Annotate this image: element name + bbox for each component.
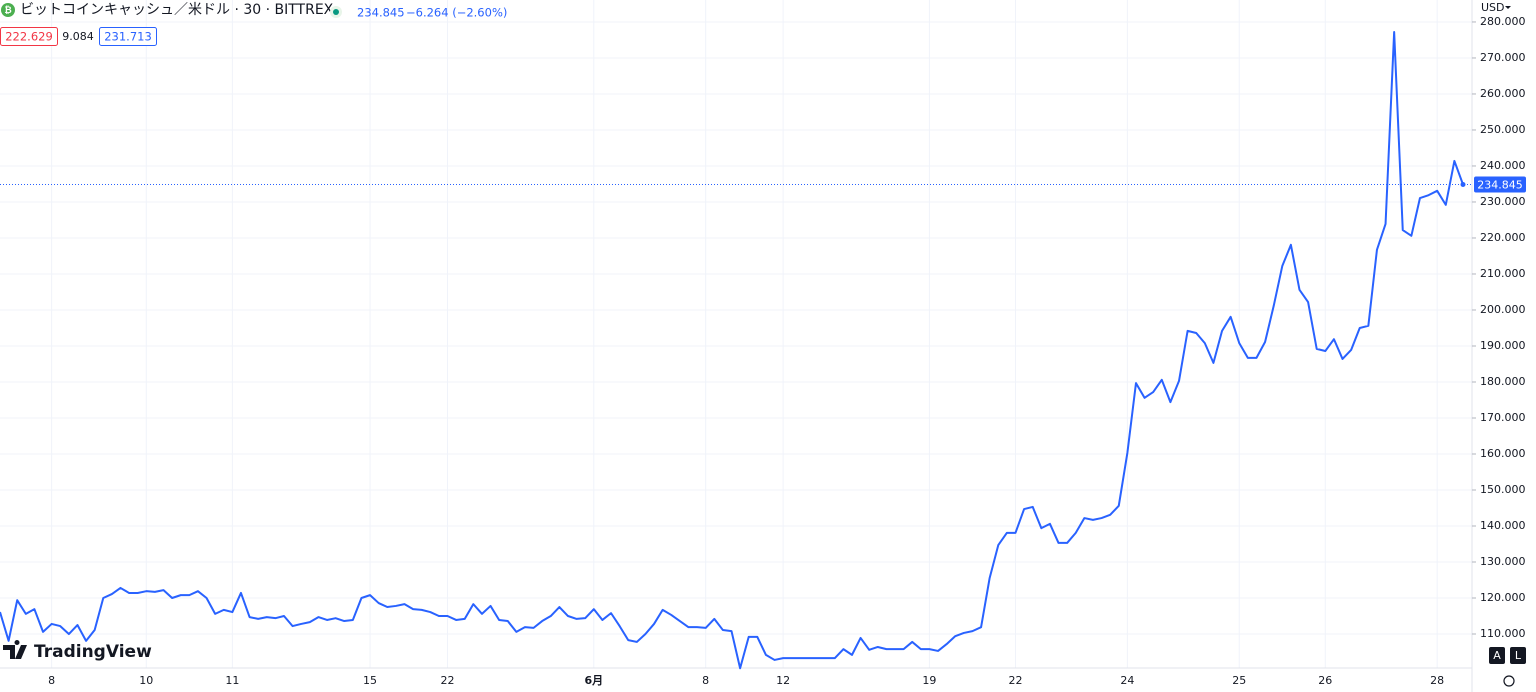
currency-caret bbox=[1505, 6, 1511, 9]
y-tick-label: 250.000 bbox=[1480, 123, 1526, 136]
indicator-value: 9.084 bbox=[62, 30, 94, 43]
price-line bbox=[0, 31, 1464, 670]
y-tick-label: 200.000 bbox=[1480, 303, 1526, 316]
brand-name[interactable]: TradingView bbox=[34, 642, 152, 662]
y-tick-label: 270.000 bbox=[1480, 51, 1526, 64]
last-price: 234.845 bbox=[357, 6, 405, 20]
x-tick-label: 22 bbox=[1008, 674, 1022, 687]
x-tick-label: 15 bbox=[363, 674, 377, 687]
grid bbox=[0, 0, 1472, 668]
y-tick-label: 280.000 bbox=[1480, 15, 1526, 28]
indicator-value: 231.713 bbox=[104, 30, 152, 44]
price-change: −6.264 (−2.60%) bbox=[406, 6, 507, 20]
symbol-icon-glyph: ₿ bbox=[4, 5, 11, 16]
market-status-dot bbox=[333, 9, 339, 15]
button-label: A bbox=[1493, 649, 1501, 662]
x-tick-label: 11 bbox=[225, 674, 239, 687]
plot bbox=[0, 31, 1472, 670]
x-tick-label: 8 bbox=[48, 674, 55, 687]
symbol-title[interactable]: ビットコインキャッシュ／米ドル · 30 · BITTREX bbox=[20, 2, 334, 18]
y-tick-label: 130.000 bbox=[1480, 555, 1526, 568]
symbol-icon bbox=[1, 3, 15, 17]
y-tick-label: 170.000 bbox=[1480, 411, 1526, 424]
x-tick-label: 6月 bbox=[584, 674, 603, 687]
y-tick-label: 240.000 bbox=[1480, 159, 1526, 172]
y-tick-label: 150.000 bbox=[1480, 483, 1526, 496]
y-tick-label: 120.000 bbox=[1480, 591, 1526, 604]
log-scale-button[interactable] bbox=[1510, 647, 1526, 664]
settings-button[interactable] bbox=[1503, 675, 1515, 687]
axes: 110.000 120.000 130.000 140.000 150.000 160.0… bbox=[48, 15, 1526, 687]
y-tick-label: 220.000 bbox=[1480, 231, 1526, 244]
button-label: L bbox=[1515, 649, 1522, 662]
last-price-label: 234.845 bbox=[1477, 179, 1523, 192]
y-tick-label: 210.000 bbox=[1480, 267, 1526, 280]
x-tick-label: 22 bbox=[441, 674, 455, 687]
y-tick-label: 260.000 bbox=[1480, 87, 1526, 100]
y-tick-label: 190.000 bbox=[1480, 339, 1526, 352]
x-tick-label: 12 bbox=[776, 674, 790, 687]
brand-logo[interactable] bbox=[3, 640, 27, 659]
x-tick-label: 24 bbox=[1120, 674, 1134, 687]
y-tick-label: 180.000 bbox=[1480, 375, 1526, 388]
x-tick-label: 26 bbox=[1318, 674, 1332, 687]
indicator-box bbox=[0, 27, 58, 46]
x-tick-label: 25 bbox=[1232, 674, 1246, 687]
last-price-badge bbox=[1474, 176, 1526, 193]
last-point bbox=[1460, 182, 1466, 188]
indicator-box bbox=[99, 27, 157, 46]
x-tick-label: 8 bbox=[702, 674, 709, 687]
y-tick-label: 140.000 bbox=[1480, 519, 1526, 532]
auto-scale-button[interactable] bbox=[1489, 647, 1505, 664]
y-tick-label: 160.000 bbox=[1480, 447, 1526, 460]
y-tick-label: 110.000 bbox=[1480, 627, 1526, 640]
x-tick-label: 19 bbox=[922, 674, 936, 687]
indicator-value: 222.629 bbox=[5, 30, 53, 44]
currency-selector[interactable]: USD bbox=[1481, 1, 1505, 14]
x-tick-label: 28 bbox=[1430, 674, 1444, 687]
y-tick-label: 230.000 bbox=[1480, 195, 1526, 208]
x-tick-label: 10 bbox=[139, 674, 153, 687]
